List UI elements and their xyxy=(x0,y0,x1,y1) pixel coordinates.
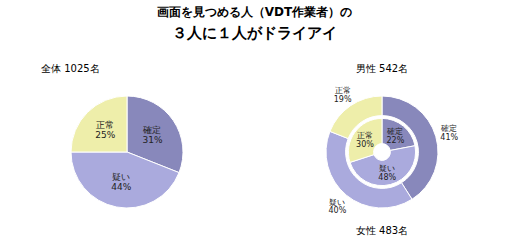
html-text:女性 483名: 女性 483名 xyxy=(355,225,409,236)
svg-text:正常19%: 正常19% xyxy=(334,85,352,103)
html-text:画面を見つめる人（VDT作業者）の: 画面を見つめる人（VDT作業者）の xyxy=(156,5,353,19)
svg-text:確定31%: 確定31% xyxy=(142,125,162,145)
svg-text:疑い40%: 疑い40% xyxy=(328,197,346,215)
svg-text:確定41%: 確定41% xyxy=(440,124,458,142)
svg-text:正常25%: 正常25% xyxy=(95,120,115,140)
html-text:男性 542名: 男性 542名 xyxy=(355,63,409,74)
svg-text:疑い44%: 疑い44% xyxy=(111,172,131,192)
svg-text:正常30%: 正常30% xyxy=(356,131,374,149)
html-text:３人に１人がドライアイ: ３人に１人がドライアイ xyxy=(172,24,337,42)
html-text:全体 1025名: 全体 1025名 xyxy=(41,63,100,74)
svg-text:確定22%: 確定22% xyxy=(386,127,404,145)
svg-text:疑い48%: 疑い48% xyxy=(378,163,396,181)
